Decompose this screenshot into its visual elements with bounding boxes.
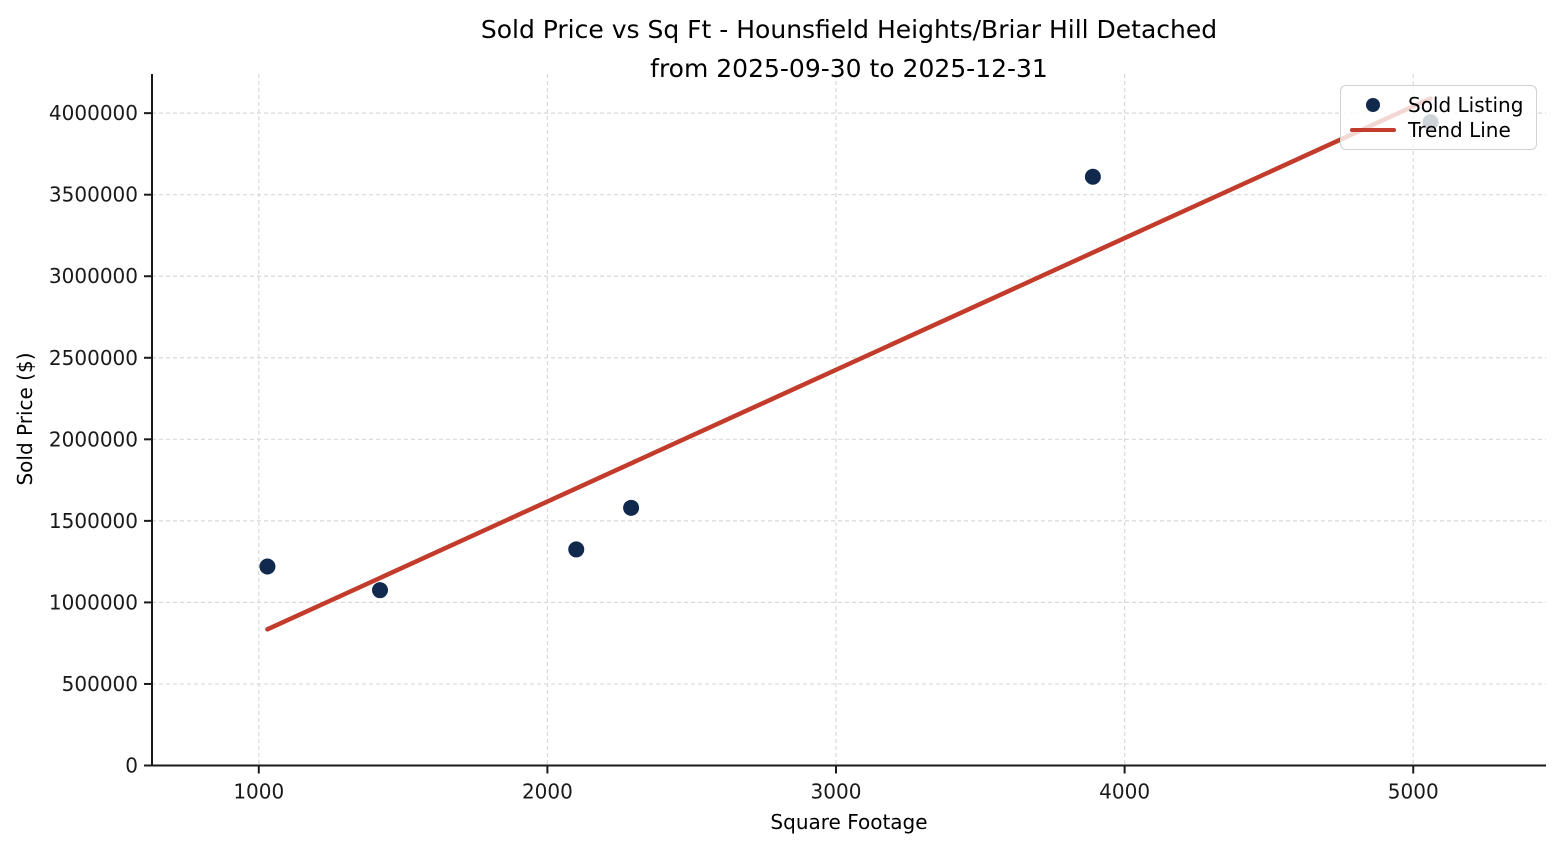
y-tick-label: 2000000: [49, 427, 138, 451]
legend-label-sold-listing: Sold Listing: [1408, 92, 1524, 117]
sold-listing-dot-icon: [1366, 97, 1380, 112]
x-tick-label: 4000: [1099, 780, 1150, 804]
scatter-point: [259, 558, 276, 575]
scatter-point: [372, 582, 389, 599]
scatter-point: [623, 499, 640, 516]
scatter-point: [1084, 168, 1101, 185]
chart-title: Sold Price vs Sq Ft - Hounsfield Heights…: [152, 10, 1546, 88]
y-tick-label: 4000000: [49, 101, 138, 125]
x-tick-label: 2000: [522, 780, 573, 804]
y-tick-label: 1000000: [49, 590, 138, 614]
trend-line-swatch-icon: [1350, 128, 1396, 133]
y-tick-label: 2500000: [49, 346, 138, 370]
x-tick-label: 1000: [233, 780, 284, 804]
legend: Sold Listing Trend Line: [1340, 85, 1537, 150]
chart-title-line2: from 2025-09-30 to 2025-12-31: [650, 54, 1048, 83]
y-tick-label: 500000: [62, 672, 138, 696]
legend-swatch: [1347, 128, 1399, 133]
legend-label-trend-line: Trend Line: [1408, 118, 1511, 143]
y-tick-label: 3000000: [49, 264, 138, 288]
legend-swatch: [1347, 97, 1399, 112]
trend-line: [265, 96, 1433, 632]
scatter-point: [568, 541, 585, 558]
x-axis-label: Square Footage: [770, 810, 928, 834]
y-tick-label: 0: [125, 754, 138, 778]
y-axis-label: Sold Price ($): [13, 352, 37, 486]
x-tick-label: 3000: [811, 780, 862, 804]
y-tick-label: 3500000: [49, 183, 138, 207]
legend-item-sold-listing: Sold Listing: [1347, 92, 1528, 118]
x-tick-label: 5000: [1388, 780, 1439, 804]
chart-title-line1: Sold Price vs Sq Ft - Hounsfield Heights…: [480, 15, 1218, 44]
legend-item-trend-line: Trend Line: [1347, 118, 1528, 144]
y-tick-label: 1500000: [49, 509, 138, 533]
